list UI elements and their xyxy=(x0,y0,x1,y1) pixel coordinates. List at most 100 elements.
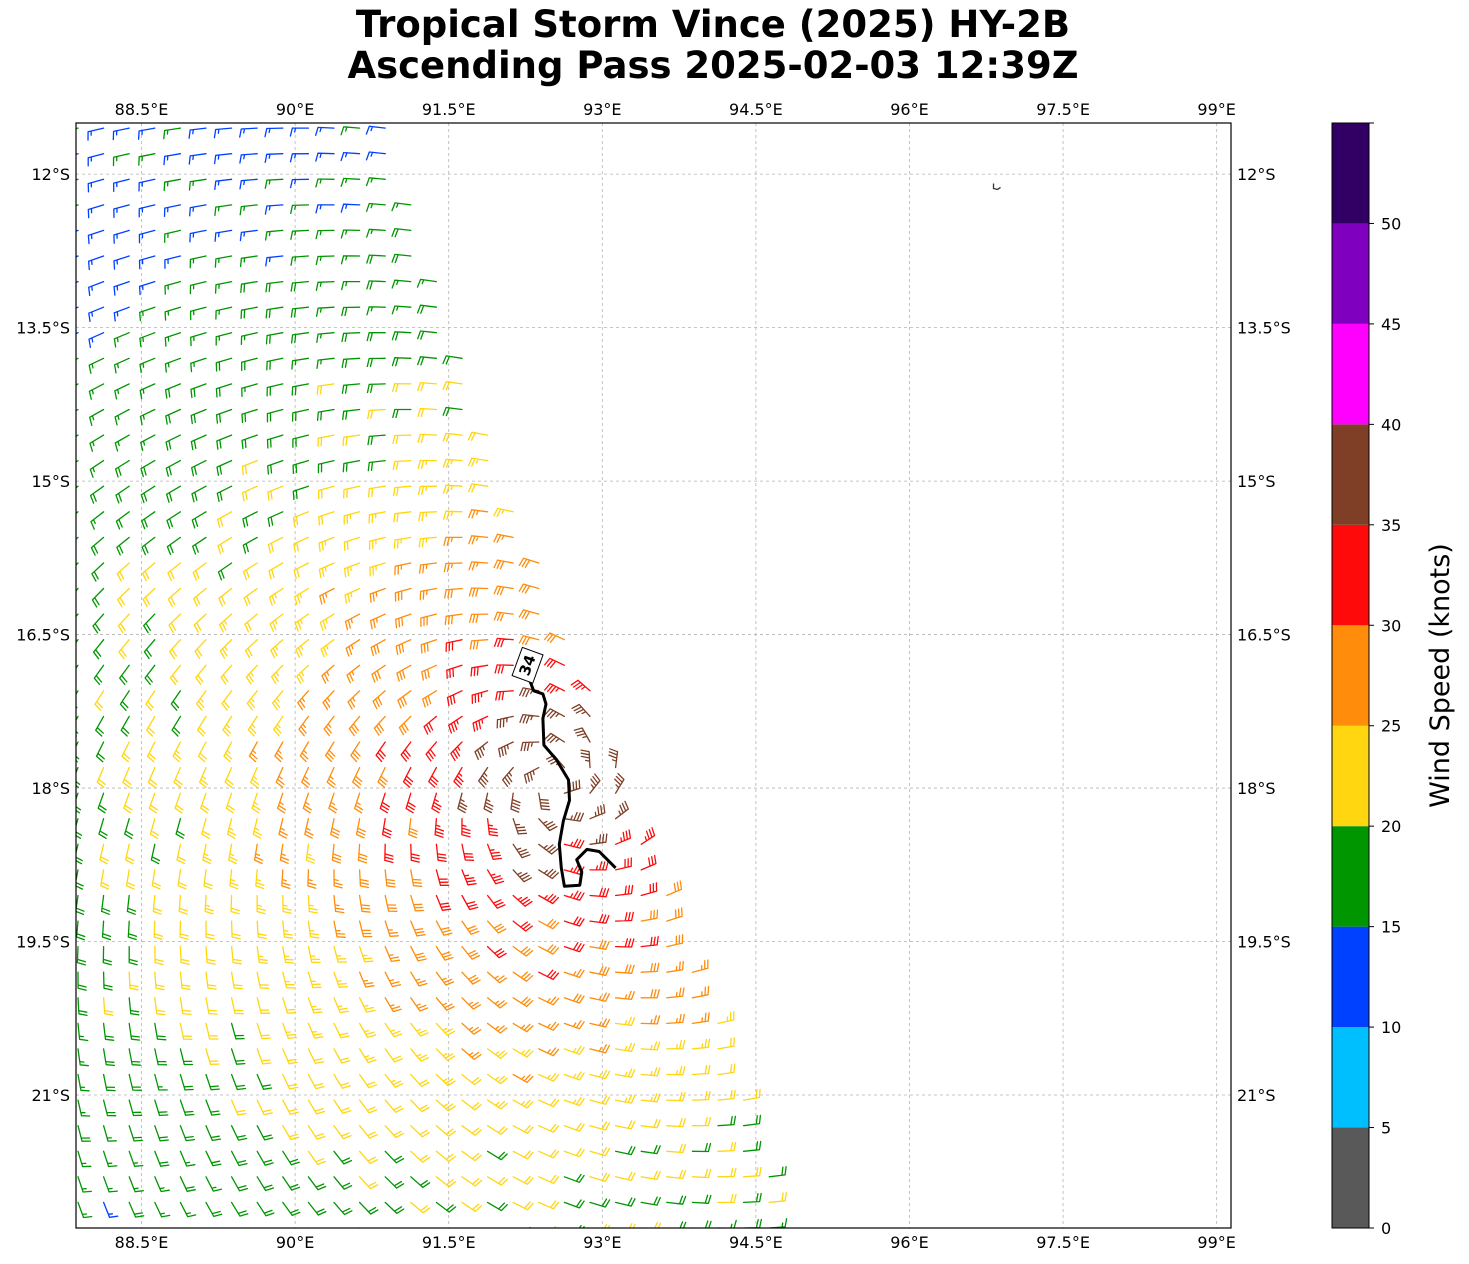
colorbar-tick-label: 45 xyxy=(1381,315,1401,334)
wind-barb xyxy=(486,1150,508,1161)
wind-barb xyxy=(410,997,429,1012)
wind-barb xyxy=(512,1048,534,1058)
wind-barb xyxy=(256,1125,274,1141)
wind-barb xyxy=(242,536,258,554)
wind-barb xyxy=(474,741,489,761)
wind-barb xyxy=(121,741,131,763)
wind-barb xyxy=(366,228,386,238)
wind-barb xyxy=(154,1073,168,1091)
wind-barb xyxy=(410,1048,430,1062)
wind-barb xyxy=(640,854,657,871)
wind-barb xyxy=(307,1048,325,1065)
wind-barb xyxy=(302,792,312,814)
wind-barb xyxy=(222,715,233,737)
wind-barb xyxy=(192,536,207,555)
wind-barb xyxy=(139,306,156,322)
wind-barb xyxy=(340,229,361,239)
wind-barb xyxy=(358,920,373,938)
wind-barb xyxy=(177,869,187,890)
wind-barb xyxy=(315,152,335,162)
wind-barb xyxy=(333,997,350,1014)
wind-barb xyxy=(358,997,376,1013)
wind-barb xyxy=(76,715,79,737)
colorbar-segment xyxy=(1332,1127,1369,1228)
wind-barb xyxy=(435,1048,456,1062)
wind-barb xyxy=(563,811,585,822)
x-tick-label-top: 96°E xyxy=(890,100,928,119)
wind-barb xyxy=(326,766,336,788)
wind-barb xyxy=(282,971,296,989)
wind-barb xyxy=(179,1073,194,1091)
wind-barb xyxy=(241,485,258,502)
wind-barb xyxy=(486,818,499,837)
chart-title: Tropical Storm Vince (2025) HY-2B Ascend… xyxy=(0,4,1426,86)
wind-barb xyxy=(214,204,233,216)
wind-barb xyxy=(589,803,606,820)
wind-barb xyxy=(417,330,438,340)
wind-barb xyxy=(443,562,463,573)
wind-barb xyxy=(256,1176,275,1192)
wind-barb xyxy=(391,331,412,341)
wind-barb xyxy=(307,945,321,964)
wind-barb xyxy=(367,434,386,446)
wind-barb xyxy=(197,741,207,763)
wind-barb xyxy=(102,997,114,1016)
wind-barb xyxy=(175,818,185,839)
wind-barb xyxy=(243,562,258,581)
wind-barb xyxy=(291,383,310,396)
wind-barb xyxy=(384,1176,405,1189)
wind-barb xyxy=(215,357,233,372)
wind-barb xyxy=(77,997,88,1017)
wind-barb xyxy=(425,741,438,762)
wind-barb xyxy=(317,485,335,500)
wind-barb xyxy=(205,945,216,965)
wind-barb xyxy=(191,511,207,529)
wind-barb xyxy=(226,818,237,839)
wind-barb xyxy=(154,945,164,966)
wind-barb xyxy=(138,178,156,192)
x-tick-label-bottom: 88.5°E xyxy=(115,1233,169,1252)
wind-barb xyxy=(265,306,284,319)
wind-barb xyxy=(435,945,454,961)
wind-barb xyxy=(164,332,182,347)
wind-barb xyxy=(305,843,316,864)
wind-barb xyxy=(138,229,156,244)
wind-barb xyxy=(486,997,508,1009)
wind-barb xyxy=(391,357,412,367)
wind-barb xyxy=(691,1168,712,1179)
colorbar-segment xyxy=(1332,123,1369,224)
wind-barb xyxy=(717,1115,737,1127)
wind-barb xyxy=(445,639,463,652)
wind-barb xyxy=(544,708,566,719)
wind-barb xyxy=(322,690,335,711)
wind-barb xyxy=(357,843,368,864)
wind-barb xyxy=(717,1089,736,1101)
wind-barb xyxy=(742,1166,762,1178)
wind-barb xyxy=(422,690,438,708)
colorbar-frame xyxy=(1331,122,1370,1229)
x-tick-label-bottom: 90°E xyxy=(276,1233,314,1252)
wind-barb xyxy=(416,304,438,314)
wind-barb xyxy=(358,1176,379,1190)
wind-barb xyxy=(400,741,412,762)
wind-barb xyxy=(589,773,601,794)
wind-barb xyxy=(486,971,508,984)
wind-barb xyxy=(538,893,560,905)
wind-barb xyxy=(392,485,412,497)
x-tick-label-top: 93°E xyxy=(583,100,621,119)
wind-barb xyxy=(410,1099,430,1113)
wind-barb xyxy=(205,1125,222,1142)
wind-barb xyxy=(89,485,105,504)
wind-barb xyxy=(486,1125,508,1135)
wind-barb xyxy=(241,459,258,476)
y-tick-label-left: 21°S xyxy=(31,1086,70,1105)
wind-barb xyxy=(205,920,215,940)
wind-barbs xyxy=(76,125,788,1228)
wind-barb xyxy=(461,971,481,985)
wind-barb xyxy=(570,679,591,692)
wind-barb xyxy=(77,1073,90,1092)
wind-barb xyxy=(88,357,105,374)
wind-barb xyxy=(428,766,439,788)
wind-barb xyxy=(213,153,233,165)
wind-barb xyxy=(691,1116,712,1127)
